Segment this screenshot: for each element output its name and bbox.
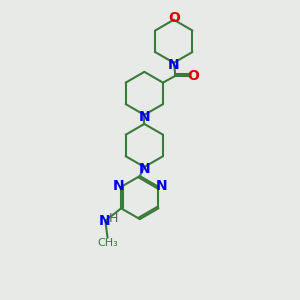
Text: CH₃: CH₃ <box>97 238 118 248</box>
Text: O: O <box>168 11 180 25</box>
Text: O: O <box>187 69 199 83</box>
Text: N: N <box>168 58 180 72</box>
Text: N: N <box>112 179 124 193</box>
Text: N: N <box>98 214 110 228</box>
Text: N: N <box>139 110 150 124</box>
Text: N: N <box>155 179 167 193</box>
Text: H: H <box>109 212 119 225</box>
Text: N: N <box>139 162 150 176</box>
